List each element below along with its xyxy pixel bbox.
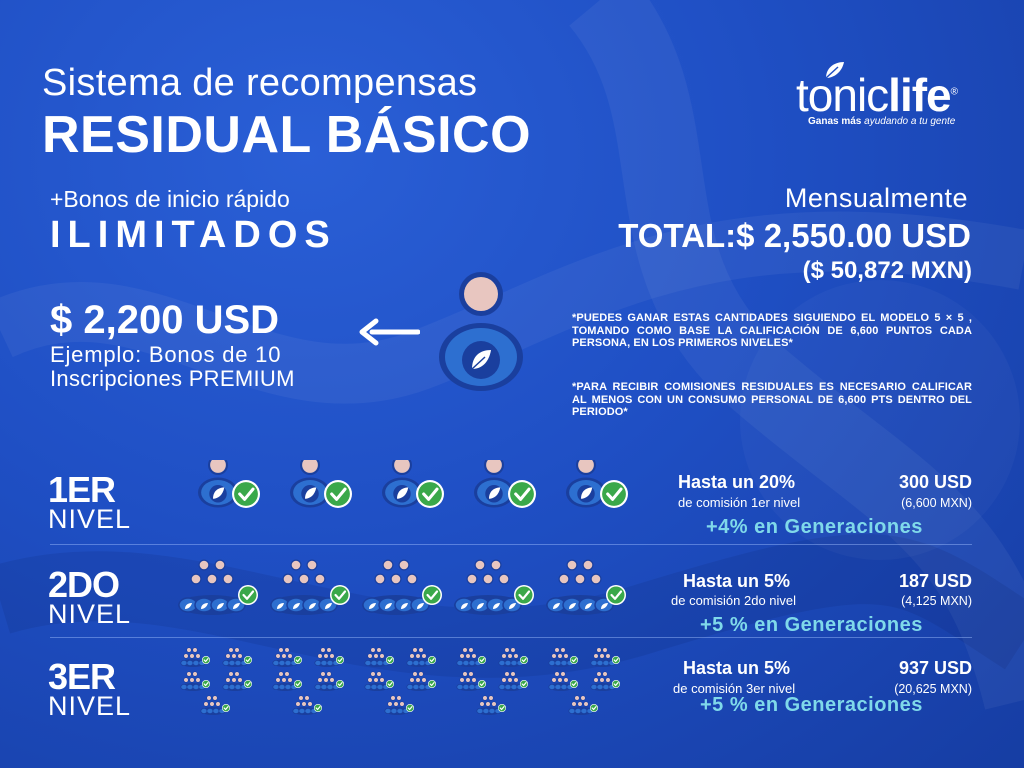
check-icon <box>202 680 210 688</box>
check-icon <box>612 680 620 688</box>
check-icon <box>294 656 302 664</box>
leaf-icon <box>825 62 844 79</box>
check-icon <box>222 704 230 712</box>
example-line-2: Inscripciones PREMIUM <box>50 366 295 391</box>
check-icon <box>244 680 252 688</box>
title-line-2: RESIDUAL BÁSICO <box>42 106 532 164</box>
divider <box>50 544 972 545</box>
check-icon <box>422 585 442 605</box>
person-leaf-icon <box>546 559 626 615</box>
note-1: *PUEDES GANAR ESTAS CANTIDADES SIGUIENDO… <box>572 312 972 349</box>
check-icon <box>336 656 344 664</box>
level-2-generaciones: +5 % en Generaciones <box>700 614 923 636</box>
person-leaf-icon <box>272 647 344 715</box>
level-1-comision: de comisión 1er nivel <box>678 495 801 510</box>
check-icon <box>590 704 598 712</box>
level-3-comision: de comisión 3er nivel <box>673 681 796 696</box>
level-1-hasta: Hasta un 20% <box>678 472 796 492</box>
check-icon <box>478 680 486 688</box>
level-3-hasta: Hasta un 5% <box>683 658 791 678</box>
check-icon <box>514 585 534 605</box>
check-icon <box>520 656 528 664</box>
check-icon <box>406 704 414 712</box>
level-2-comision: de comisión 2do nivel <box>671 593 797 608</box>
check-icon <box>520 680 528 688</box>
level-3-generaciones: +5 % en Generaciones <box>700 694 923 716</box>
monthly-label: Mensualmente <box>784 183 968 213</box>
person-leaf-icon <box>454 559 534 615</box>
person-leaf-icon <box>456 647 528 715</box>
level-2-usd: 187 USD <box>898 571 972 591</box>
check-icon <box>570 656 578 664</box>
person-leaf-icon <box>198 460 260 508</box>
check-icon <box>386 680 394 688</box>
title-line-1: Sistema de recompensas <box>42 62 478 104</box>
level-1-generaciones: +4% en Generaciones <box>706 516 923 538</box>
level-3-label: 3ER NIVEL <box>48 656 132 721</box>
level-1-usd: 300 USD <box>898 472 972 492</box>
person-leaf-icon <box>566 460 628 508</box>
check-icon <box>314 704 322 712</box>
check-icon <box>606 585 626 605</box>
level-2-hasta: Hasta un 5% <box>683 571 791 591</box>
check-icon <box>498 704 506 712</box>
monthly-total-mxn: ($ 50,872 MXN) <box>802 257 972 284</box>
check-icon <box>294 680 302 688</box>
level-3-usd: 937 USD <box>898 658 972 678</box>
check-icon <box>478 656 486 664</box>
bonus-line-2: ILIMITADOS <box>50 214 337 256</box>
monthly-total: TOTAL:$ 2,550.00 USD <box>618 217 971 254</box>
level-3-mxn: (20,625 MXN) <box>894 682 972 696</box>
bonus-line-1: +Bonos de inicio rápido <box>50 186 290 212</box>
check-icon <box>238 585 258 605</box>
check-icon <box>336 680 344 688</box>
person-leaf-icon <box>474 460 536 508</box>
level-1-label: 1ER NIVEL <box>48 469 132 534</box>
person-leaf-icon <box>362 559 442 615</box>
person-leaf-icon <box>439 272 523 391</box>
arrow-left-icon <box>359 318 420 346</box>
example-amount: $ 2,200 USD <box>50 298 280 342</box>
example-line-1: Ejemplo: Bonos de 10 <box>50 342 282 367</box>
person-leaf-icon <box>270 559 350 615</box>
person-leaf-icon <box>290 460 352 508</box>
person-leaf-icon <box>180 647 252 715</box>
person-leaf-icon <box>548 647 620 715</box>
person-leaf-icon <box>382 460 444 508</box>
check-icon <box>330 585 350 605</box>
check-icon <box>428 656 436 664</box>
toniclife-logo: toniclife® Ganas más ayudando a tu gente <box>796 60 976 130</box>
logo-tagline: Ganas más ayudando a tu gente <box>808 116 956 127</box>
level-2-mxn: (4,125 MXN) <box>901 594 972 608</box>
check-icon <box>612 656 620 664</box>
person-leaf-icon <box>178 559 258 615</box>
check-icon <box>324 480 352 508</box>
divider <box>50 637 972 638</box>
person-leaf-icon <box>364 647 436 715</box>
check-icon <box>386 656 394 664</box>
check-icon <box>202 656 210 664</box>
level-2-label: 2DO NIVEL <box>48 564 132 629</box>
check-icon <box>570 680 578 688</box>
logo-wordmark: toniclife® <box>796 69 958 121</box>
note-2: *PARA RECIBIR COMISIONES RESIDUALES ES N… <box>572 381 972 418</box>
check-icon <box>244 656 252 664</box>
check-icon <box>428 680 436 688</box>
check-icon <box>600 480 628 508</box>
check-icon <box>232 480 260 508</box>
check-icon <box>508 480 536 508</box>
level-1-mxn: (6,600 MXN) <box>901 496 972 510</box>
check-icon <box>416 480 444 508</box>
